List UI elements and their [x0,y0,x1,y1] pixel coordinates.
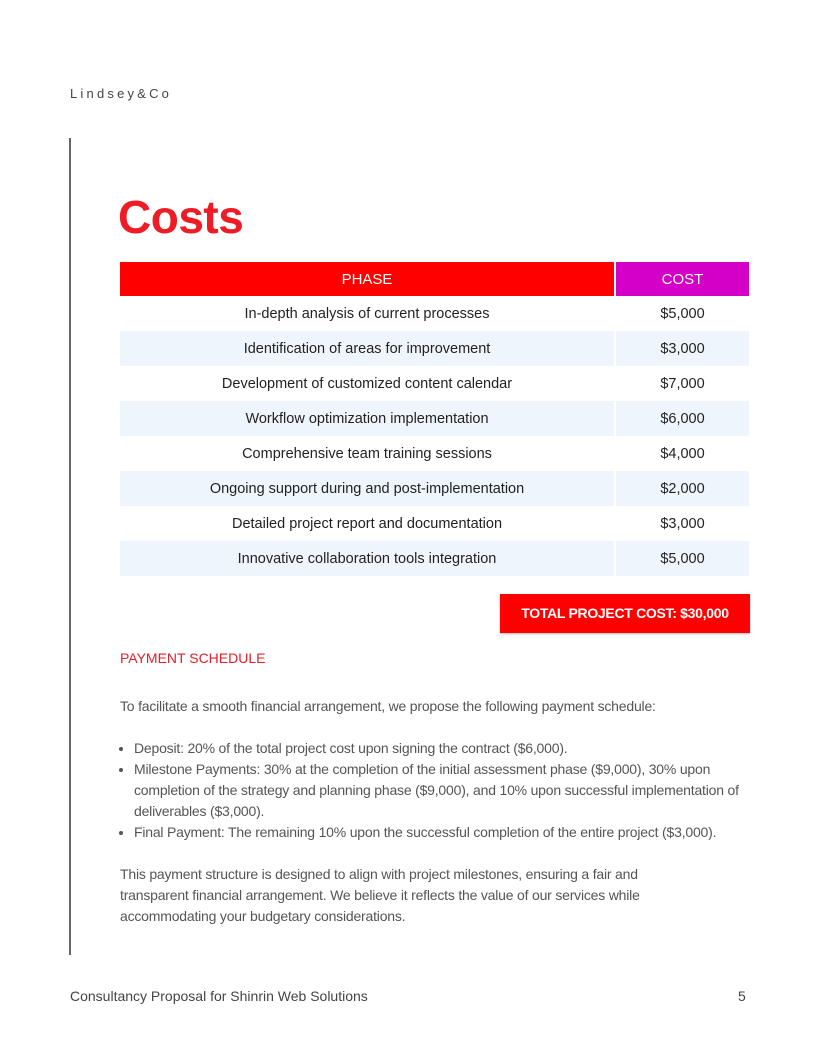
table-row: Innovative collaboration tools integrati… [120,541,749,576]
page-title: Costs [118,191,244,243]
cost-cell: $5,000 [614,296,749,331]
table-row: Identification of areas for improvement $… [120,331,749,366]
bullet-item: Final Payment: The remaining 10% upon th… [134,822,774,843]
table-row: Workflow optimization implementation $6,0… [120,401,749,436]
phase-cell: Identification of areas for improvement [120,331,615,366]
paragraph: This payment structure is designed to al… [120,866,640,924]
total-box: TOTAL PROJECT COST: $30,000 [500,594,750,633]
column-header: COST [614,262,749,296]
footer-text: Consultancy Proposal for Shinrin Web Sol… [70,988,368,1004]
cost-cell: $6,000 [614,401,749,436]
phase-cell: Comprehensive team training sessions [242,445,492,462]
header-row: PHASE COST [120,262,749,296]
side-rule [69,138,71,955]
table-row: In-depth analysis of current processes $5… [120,296,749,331]
cost-cell: $3,000 [614,506,749,541]
phase-cell: Development of customized content calend… [221,375,513,392]
phase-cell: Detailed project report and documentatio… [231,515,503,532]
paragraph: To facilitate a smooth financial arrange… [120,698,656,714]
table-row: Comprehensive team training sessions $4,0… [120,436,749,471]
cost-cell: $2,000 [614,471,749,506]
phase-cell: Ongoing support during and post-implemen… [120,471,615,506]
cost-cell: $7,000 [614,366,749,401]
page-number: 5 [738,988,746,1004]
table-row: Detailed project report and documentatio… [120,506,749,541]
section-heading: PAYMENT SCHEDULE [120,650,266,666]
column-header: PHASE [120,262,615,296]
table-row: Ongoing support during and post-implemen… [120,471,749,506]
bullet-item: Deposit: 20% of the total project cost u… [134,738,774,759]
cost-cell: $4,000 [614,436,749,471]
table-row: Development of customized content calend… [120,366,749,401]
bullet-item: Milestone Payments: 30% at the completio… [134,759,774,822]
phase-cell: Innovative collaboration tools integrati… [120,541,615,576]
brand: Lindsey&Co [70,86,173,101]
phase-cell: In-depth analysis of current processes [244,305,490,322]
bullet-list: Deposit: 20% of the total project cost u… [120,738,774,843]
cost-cell: $5,000 [614,541,749,576]
cost-table: PHASE COST In-depth analysis of current … [120,262,749,576]
phase-cell: Workflow optimization implementation [120,401,615,436]
cost-cell: $3,000 [614,331,749,366]
table-body: In-depth analysis of current processes $5… [120,296,749,576]
